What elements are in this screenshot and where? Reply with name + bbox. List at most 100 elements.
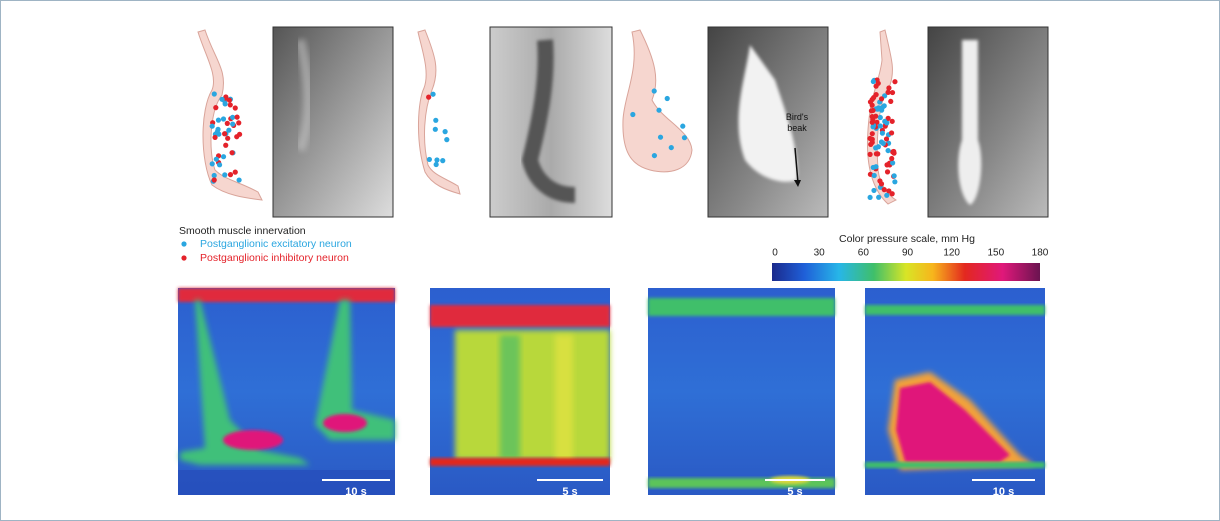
color-scale-tick: 150 xyxy=(987,248,1004,259)
neuron-dot xyxy=(212,173,217,178)
neuron-dot xyxy=(433,118,438,123)
legend-item: Postganglionic excitatory neuron xyxy=(200,238,352,250)
neuron-dot xyxy=(443,129,448,134)
neuron-dot xyxy=(868,99,873,104)
neuron-dot xyxy=(876,195,881,200)
neuron-dot xyxy=(230,115,235,120)
neuron-dot xyxy=(665,96,670,101)
neuron-dot xyxy=(222,172,227,177)
neuron-dot xyxy=(878,115,883,120)
neuron-dot xyxy=(233,170,238,175)
neuron-dot xyxy=(880,131,885,136)
neuron-dot xyxy=(682,135,687,140)
neuron-dot xyxy=(216,118,221,123)
neuron-dot xyxy=(870,131,875,136)
figure: Bird'sbeak Smooth muscle innervation Pos… xyxy=(0,0,1220,521)
neuron-dot xyxy=(214,157,219,162)
neuron-dot xyxy=(873,145,878,150)
neuron-dot xyxy=(212,135,217,140)
legend-item: Postganglionic inhibitory neuron xyxy=(200,252,349,264)
neuron-dot xyxy=(871,95,876,100)
hrm-panel xyxy=(178,288,395,495)
neuron-dot xyxy=(885,169,890,174)
neuron-dot xyxy=(879,139,884,144)
neuron-dot xyxy=(889,156,894,161)
neuron-dot xyxy=(889,130,894,135)
color-scale-title: Color pressure scale, mm Hg xyxy=(839,233,975,245)
neuron-dot xyxy=(656,108,661,113)
neuron-dot xyxy=(882,187,887,192)
neuron-dot xyxy=(882,103,887,108)
color-scale-tick: 120 xyxy=(943,248,960,259)
neuron-dot xyxy=(219,97,224,102)
hrm-panel xyxy=(865,288,1045,495)
neuron-dot xyxy=(652,153,657,158)
neuron-dot xyxy=(669,145,674,150)
neuron-dot xyxy=(440,158,445,163)
neuron-dot xyxy=(225,121,230,126)
neuron-dot xyxy=(225,136,230,141)
neuron-dot xyxy=(433,127,438,132)
neuron-dot xyxy=(228,172,233,177)
scale-bar-label: 5 s xyxy=(562,486,577,498)
neuron-dot xyxy=(630,112,635,117)
neuron-dot xyxy=(873,114,878,119)
neuron-dot xyxy=(680,124,685,129)
neuron-dot xyxy=(652,88,657,93)
neuron-dot xyxy=(892,79,897,84)
page: Bird'sbeak Smooth muscle innervation Pos… xyxy=(0,0,1220,521)
scale-bar-label: 10 s xyxy=(993,486,1014,498)
neuron-dot xyxy=(870,137,875,142)
neuron-dot xyxy=(891,149,896,154)
neuron-dot xyxy=(871,188,876,193)
neuron-dot xyxy=(444,137,449,142)
neuron-dot xyxy=(872,173,877,178)
neuron-dot xyxy=(870,108,875,113)
neuron-dot xyxy=(223,143,228,148)
neuron-dot xyxy=(434,162,439,167)
neuron-dot xyxy=(884,193,889,198)
neuron-dot xyxy=(873,164,878,169)
neuron-dot xyxy=(873,84,878,89)
neuron-dot xyxy=(658,135,663,140)
neuron-dot xyxy=(888,99,893,104)
neuron-dot xyxy=(430,92,435,97)
hrm-panel xyxy=(648,288,835,495)
neuron-dot xyxy=(227,98,232,103)
neuron-dot xyxy=(217,162,222,167)
scale-bar-label: 10 s xyxy=(345,486,366,498)
neuron-dot xyxy=(228,102,233,107)
color-scale-tick: 60 xyxy=(858,248,870,259)
neuron-dot xyxy=(215,127,220,132)
neuron-dot xyxy=(212,177,217,182)
color-bar xyxy=(772,263,1040,281)
neuron-dot xyxy=(886,90,891,95)
neuron-dot xyxy=(434,157,439,162)
color-scale-tick: 90 xyxy=(902,248,914,259)
neuron-dot xyxy=(229,150,234,155)
hrm-panel xyxy=(430,288,610,495)
annotation-line: beak xyxy=(787,123,807,133)
neuron-dot xyxy=(892,179,897,184)
neuron-dot xyxy=(890,160,895,165)
neuron-dot xyxy=(213,105,218,110)
color-scale-tick: 30 xyxy=(814,248,826,259)
neuron-dot xyxy=(884,136,889,141)
legend-dot xyxy=(181,255,186,260)
neuron-dot xyxy=(234,134,239,139)
neuron-dot xyxy=(222,131,227,136)
neuron-dot xyxy=(221,154,226,159)
scale-bar-label: 5 s xyxy=(787,486,802,498)
neuron-dot xyxy=(237,177,242,182)
neuron-dot xyxy=(427,157,432,162)
legend-title: Smooth muscle innervation xyxy=(179,225,306,237)
neuron-dot xyxy=(221,116,226,121)
neuron-dot xyxy=(234,115,239,120)
neuron-dot xyxy=(879,96,884,101)
legend-dot xyxy=(181,241,186,246)
neuron-dot xyxy=(212,91,217,96)
neuron-dot xyxy=(879,108,884,113)
neuron-dot xyxy=(877,178,882,183)
neuron-dot xyxy=(230,121,235,126)
